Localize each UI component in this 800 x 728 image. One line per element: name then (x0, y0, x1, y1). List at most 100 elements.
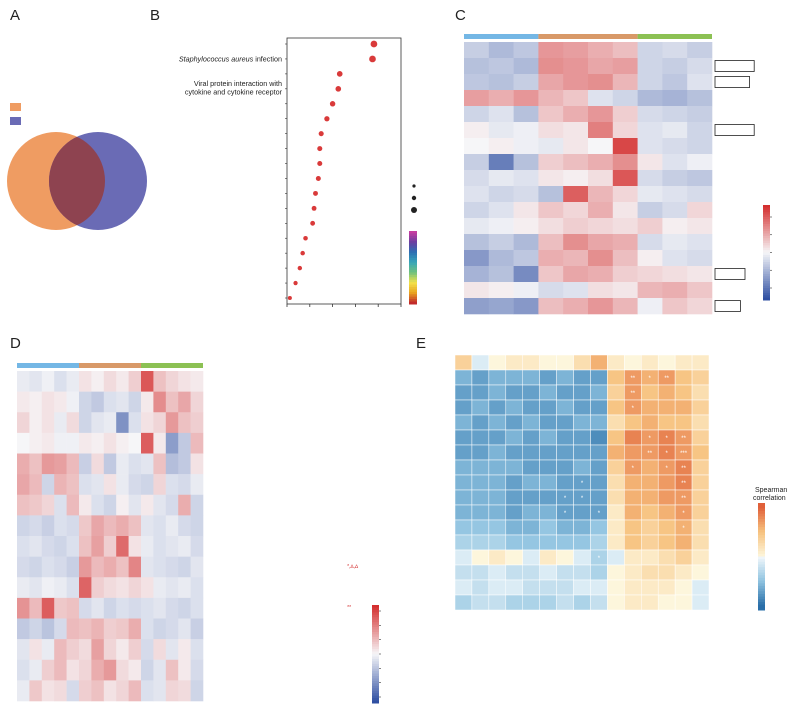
heatmap-cell (539, 474, 557, 491)
heatmap-cell (674, 384, 693, 401)
heatmap-cell (522, 564, 540, 581)
heatmap-cell (454, 399, 473, 416)
heatmap-cell (190, 536, 204, 557)
colorbar-step (758, 585, 765, 590)
heatmap-cell (539, 459, 557, 476)
heatmap-cell (190, 474, 204, 496)
heatmap-cell (637, 234, 663, 251)
heatmap-cell (488, 399, 507, 416)
venn-overlap (49, 132, 105, 230)
heatmap-cell (17, 515, 30, 537)
heatmap-cell (522, 384, 540, 401)
heatmap-cell (464, 282, 490, 299)
colorbar-step (409, 274, 417, 278)
colorbar-step (758, 564, 765, 568)
colorbar-step (409, 238, 417, 242)
heatmap-cell (588, 138, 614, 155)
heatmap-cell (488, 354, 507, 371)
data-point (310, 220, 316, 226)
heatmap-cell (141, 618, 154, 640)
colorbar-step (758, 529, 765, 533)
heatmap-cell (624, 579, 642, 596)
heatmap-cell (178, 618, 191, 640)
significance-mark: * (598, 511, 601, 517)
heatmap-cell (464, 186, 490, 203)
heatmap-cell (116, 412, 129, 434)
heatmap-cell (488, 504, 507, 521)
heatmap-cell (573, 384, 591, 401)
colorbar-step (372, 695, 379, 699)
heatmap-cell (657, 519, 676, 536)
heatmap-cell (141, 556, 154, 578)
heatmap-cell (588, 186, 614, 203)
heatmap-cell (488, 266, 514, 283)
heatmap-cell (563, 266, 589, 283)
heatmap-cell (153, 515, 167, 537)
colorbar-step (763, 214, 770, 218)
heatmap-cell (588, 282, 614, 299)
heatmap-cell (590, 474, 608, 491)
heatmap-cell (165, 639, 179, 661)
group-bar (17, 363, 79, 368)
heatmap-cell (153, 432, 167, 454)
colorbar-step (758, 556, 765, 560)
heatmap-cell (612, 234, 638, 251)
heatmap-cell (153, 680, 167, 702)
heatmap-cell (66, 597, 80, 619)
heatmap-cell (178, 453, 191, 475)
heatmap-cell (573, 534, 591, 551)
heatmap-cell (588, 218, 614, 235)
heatmap-cell (454, 504, 473, 521)
correlation-heatmap: ** * ****** * **** * **** * *** *** * *** * ***Spearm… (454, 354, 787, 611)
heatmap-cell (54, 639, 67, 661)
heatmap-cell (103, 371, 117, 392)
heatmap-cell (556, 399, 574, 416)
heatmap-cell (691, 489, 710, 506)
heatmap-cell (165, 432, 179, 454)
heatmap-cell (488, 42, 514, 59)
heatmap-cell (522, 489, 540, 506)
colorbar-step (758, 553, 765, 557)
heatmap-cell (66, 494, 80, 516)
heatmap-cell (691, 384, 710, 401)
heatmap-cell (657, 414, 676, 431)
heatmap-cell (538, 106, 564, 123)
heatmap-cell (488, 549, 507, 566)
heatmap-cell (454, 534, 473, 551)
heatmap-cell (17, 577, 30, 599)
heatmap-cell (91, 453, 105, 475)
heatmap-cell (573, 564, 591, 581)
heatmap-cell (556, 564, 574, 581)
heatmap-cell (464, 202, 490, 219)
heatmap-cell (471, 489, 490, 506)
heatmap-cell (573, 444, 591, 461)
colorbar-step (763, 264, 770, 268)
heatmap-cell (674, 354, 693, 371)
heatmap-cell (165, 453, 179, 475)
heatmap-cell (573, 459, 591, 476)
heatmap-cell (662, 154, 688, 171)
heatmap-cell (612, 170, 638, 187)
heatmap-cell (91, 494, 105, 516)
heatmap-cell (662, 266, 688, 283)
heatmap-cell (116, 639, 129, 661)
heatmap-cell (116, 494, 129, 516)
heatmap-cell (153, 494, 167, 516)
heatmap-cell (588, 106, 614, 123)
colorbar-step (758, 569, 765, 574)
data-point (287, 295, 292, 301)
heatmap-cell (454, 369, 473, 386)
colorbar-step (763, 276, 770, 280)
heatmap-cell (91, 412, 105, 434)
heatmap-cell (687, 282, 713, 299)
colorbar-step (372, 668, 379, 672)
heatmap-cell (590, 594, 608, 611)
colorbar-step (372, 629, 379, 633)
heatmap-cell (607, 519, 625, 536)
heatmap-cell (563, 154, 589, 171)
heatmap-cell (79, 639, 92, 661)
heatmap-cell (190, 371, 204, 392)
heatmap-cell (607, 564, 625, 581)
panel-label-e: E (416, 335, 426, 352)
heatmap-cell (662, 202, 688, 219)
